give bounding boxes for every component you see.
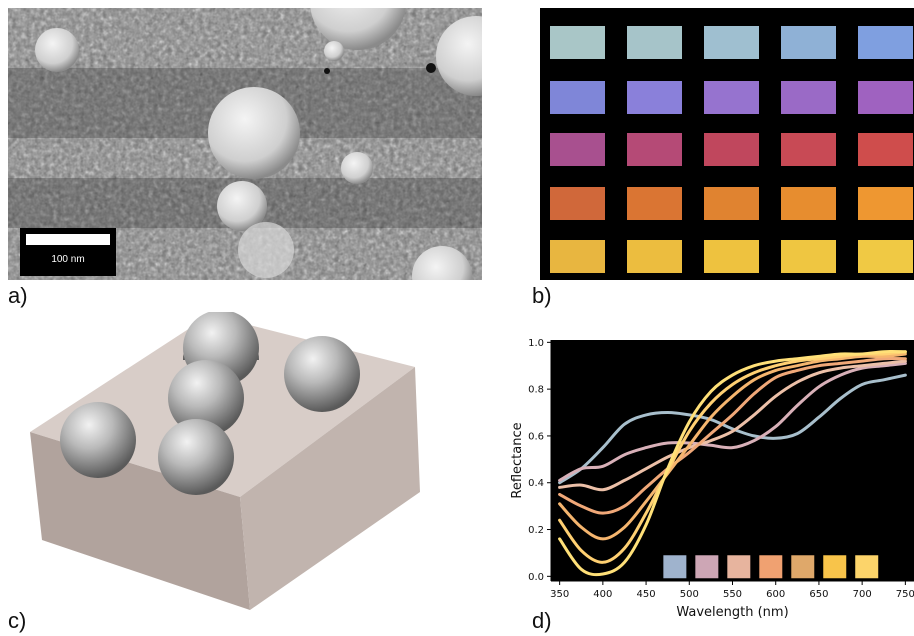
legend-swatch [855, 555, 879, 579]
color-swatch [550, 81, 605, 114]
sem-image: 100 nm [8, 0, 516, 306]
color-swatch [704, 81, 759, 114]
color-swatch [704, 133, 759, 166]
y-tick-label: 0.0 [528, 572, 544, 583]
x-tick-label: 400 [593, 589, 612, 600]
x-axis-label: Wavelength (nm) [676, 605, 788, 620]
color-swatch [704, 187, 759, 220]
x-tick-label: 650 [809, 589, 828, 600]
color-swatch [781, 26, 836, 59]
y-tick-label: 0.6 [528, 431, 544, 442]
reflectance-chart: 350 400 450 500 550 600 650 700 750 0.0 0.2 0.4 0.6 0… [505, 335, 914, 625]
block-illustration [20, 310, 420, 612]
reflectance-chart-svg: 350 400 450 500 550 600 650 700 750 0.0 0.2 0.4 0.6 0… [510, 338, 914, 620]
color-swatch [858, 26, 913, 59]
color-swatch [704, 26, 759, 59]
panel-label-d: d) [532, 608, 552, 633]
color-swatch [627, 26, 682, 59]
legend-swatch [695, 555, 719, 579]
panel-label-c: c) [8, 608, 27, 633]
legend-swatch [663, 555, 687, 579]
series-line [558, 350, 907, 564]
color-swatch [550, 26, 605, 59]
sem-micrograph [8, 0, 516, 306]
series-line [558, 350, 907, 577]
color-swatch [550, 133, 605, 166]
color-swatch [781, 81, 836, 114]
color-swatch [858, 81, 913, 114]
legend-swatch [727, 555, 751, 579]
color-swatch [550, 187, 605, 220]
series-line [558, 357, 907, 515]
series-line [558, 373, 907, 485]
x-tick-label: 600 [766, 589, 785, 600]
color-swatch [858, 133, 913, 166]
x-tick-label: 550 [723, 589, 742, 600]
y-axis-label: Reflectance [510, 422, 525, 498]
y-tick-label: 1.0 [528, 338, 544, 349]
series-line [558, 361, 907, 482]
y-tick-label: 0.8 [528, 385, 544, 396]
scale-bar-label: 100 nm [51, 254, 85, 265]
color-swatch [781, 240, 836, 273]
color-swatch [781, 133, 836, 166]
x-tick-label: 350 [550, 589, 569, 600]
color-swatch-grid [540, 8, 914, 280]
swatch-grid-svg [550, 26, 913, 273]
color-swatch [627, 240, 682, 273]
color-swatch [627, 81, 682, 114]
color-swatch [627, 187, 682, 220]
color-swatch [858, 187, 913, 220]
legend-swatch [759, 555, 783, 579]
color-swatch [781, 187, 836, 220]
color-swatch [550, 240, 605, 273]
hemisphere-group [60, 310, 360, 495]
y-tick-label: 0.4 [528, 478, 544, 489]
hemisphere-block-render [30, 310, 420, 610]
series-line [558, 359, 907, 492]
series-line [558, 352, 907, 541]
y-tick-label: 0.2 [528, 525, 544, 536]
x-tick-label: 750 [896, 589, 914, 600]
color-swatch [704, 240, 759, 273]
scale-bar: 100 nm [20, 228, 116, 276]
color-swatch [858, 240, 913, 273]
color-swatch [627, 133, 682, 166]
x-tick-label: 500 [680, 589, 699, 600]
x-tick-label: 700 [853, 589, 872, 600]
scale-bar-line [26, 234, 110, 245]
legend-swatch [791, 555, 815, 579]
panel-label-a: a) [8, 283, 28, 308]
panel-label-b: b) [532, 283, 552, 308]
x-tick-label: 450 [637, 589, 656, 600]
legend-swatch [823, 555, 847, 579]
